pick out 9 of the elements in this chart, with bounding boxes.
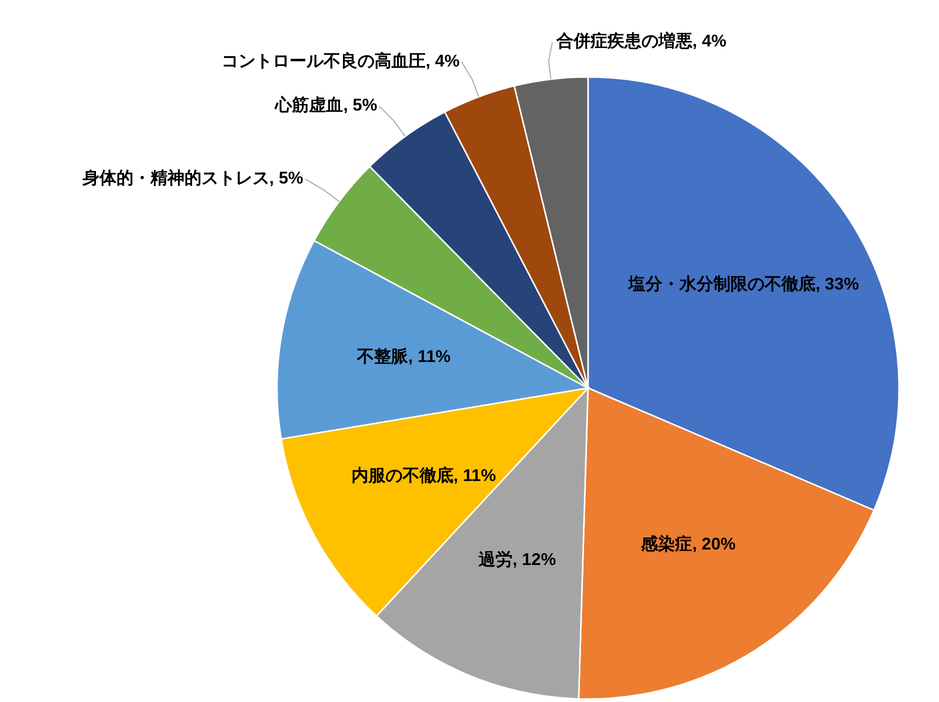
slice-label: 内服の不徹底, 11% (351, 466, 496, 485)
slice-label: 感染症, 20% (640, 534, 736, 554)
slice-label: 塩分・水分制限の不徹底, 33% (627, 274, 859, 294)
slice-label: 過労, 12% (477, 550, 556, 570)
slice-label: 不整脈, 11% (356, 346, 451, 366)
slice-label: 合併症疾患の増悪, 4% (555, 30, 726, 51)
slice-label: 心筋虚血, 5% (274, 96, 378, 115)
slice-label: 身体的・精神的ストレス, 5% (81, 168, 304, 188)
slice-label: コントロール不良の高血圧, 4% (222, 51, 460, 70)
